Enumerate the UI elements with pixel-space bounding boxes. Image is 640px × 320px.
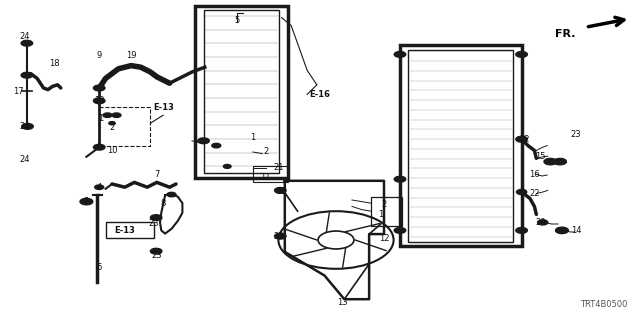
Circle shape: [21, 40, 33, 46]
Circle shape: [275, 233, 286, 239]
Text: 23: 23: [152, 252, 162, 260]
Circle shape: [516, 137, 527, 142]
Text: 22: 22: [529, 189, 540, 198]
Text: 19: 19: [94, 96, 104, 105]
Text: FR.: FR.: [556, 29, 576, 39]
Text: E-16: E-16: [310, 90, 330, 99]
Circle shape: [167, 192, 176, 197]
Text: 23: 23: [571, 130, 581, 139]
Text: 1: 1: [378, 210, 383, 219]
Text: 7: 7: [154, 170, 159, 179]
Text: 10: 10: [107, 146, 117, 155]
Bar: [204, 10, 279, 173]
Circle shape: [212, 143, 221, 148]
Text: 15: 15: [536, 152, 546, 161]
Circle shape: [80, 198, 93, 205]
Circle shape: [394, 52, 406, 57]
Text: 23: 23: [273, 232, 284, 241]
Text: 23: 23: [148, 220, 159, 228]
Circle shape: [516, 189, 527, 195]
Text: 16: 16: [529, 170, 540, 179]
Text: 8: 8: [161, 199, 166, 208]
Bar: [195, 6, 288, 178]
Circle shape: [556, 227, 568, 234]
Text: E-13: E-13: [153, 103, 173, 112]
Text: 24: 24: [19, 156, 29, 164]
Bar: [253, 166, 288, 182]
Circle shape: [150, 215, 162, 220]
Text: 24: 24: [19, 122, 29, 131]
Bar: [400, 45, 522, 246]
Circle shape: [22, 124, 33, 129]
Text: 2: 2: [381, 200, 387, 209]
Text: 6: 6: [97, 263, 102, 272]
Bar: [371, 197, 402, 226]
Circle shape: [93, 98, 105, 104]
Text: 23: 23: [276, 188, 287, 196]
Circle shape: [198, 138, 209, 144]
Text: 22: 22: [520, 135, 530, 144]
Circle shape: [21, 72, 33, 78]
Text: 11: 11: [260, 173, 271, 182]
Circle shape: [93, 85, 105, 91]
Text: 2: 2: [109, 124, 115, 132]
Text: 20: 20: [536, 218, 546, 227]
Text: 18: 18: [49, 60, 60, 68]
Circle shape: [150, 248, 162, 254]
Bar: [106, 222, 154, 238]
Text: 12: 12: [379, 234, 389, 243]
Circle shape: [516, 136, 527, 142]
Circle shape: [95, 185, 104, 189]
Text: 1: 1: [99, 114, 104, 123]
Text: TRT4B0500: TRT4B0500: [580, 300, 627, 309]
Circle shape: [544, 158, 557, 165]
Text: 14: 14: [571, 226, 581, 235]
Circle shape: [394, 176, 406, 182]
Circle shape: [109, 122, 115, 125]
Text: 5: 5: [234, 16, 239, 25]
Text: 19: 19: [126, 52, 136, 60]
Text: 1: 1: [250, 133, 255, 142]
Text: 17: 17: [13, 87, 23, 96]
Text: E-13: E-13: [115, 226, 135, 235]
Text: 9: 9: [97, 52, 102, 60]
Text: 13: 13: [337, 298, 348, 307]
Text: 21: 21: [273, 164, 284, 172]
Circle shape: [103, 113, 112, 117]
Text: 3: 3: [84, 197, 89, 206]
Circle shape: [223, 164, 231, 168]
Circle shape: [112, 113, 121, 117]
Circle shape: [516, 52, 527, 57]
Circle shape: [93, 144, 105, 150]
Circle shape: [275, 188, 286, 193]
Circle shape: [394, 228, 406, 233]
Bar: [408, 50, 513, 242]
Text: 4: 4: [97, 183, 102, 192]
Circle shape: [554, 158, 566, 165]
Text: 2: 2: [263, 148, 268, 156]
Text: 24: 24: [19, 32, 29, 41]
Circle shape: [516, 228, 527, 233]
Circle shape: [538, 220, 548, 225]
